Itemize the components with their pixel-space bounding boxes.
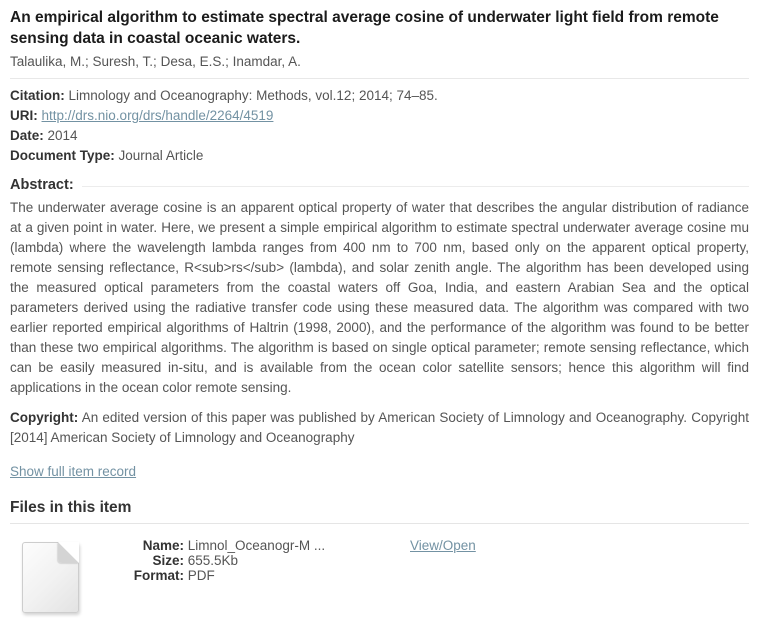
abstract-heading-rule (81, 185, 749, 187)
file-row: Name: Limnol_Oceanogr-M ... Size: 655.5K… (10, 537, 749, 613)
date-row: Date: 2014 (10, 126, 749, 146)
metadata-block: Citation: Limnology and Oceanography: Me… (10, 86, 749, 166)
copyright-label: Copyright: (10, 410, 79, 425)
citation-label: Citation: (10, 88, 65, 103)
show-full-item-record-link[interactable]: Show full item record (10, 464, 137, 479)
view-open-link[interactable]: View/Open (410, 538, 476, 553)
files-in-this-item-heading: Files in this item (10, 499, 749, 524)
authors-line: Talaulika, M.; Suresh, T.; Desa, E.S.; I… (10, 54, 301, 69)
abstract-text: The underwater average cosine is an appa… (10, 200, 749, 395)
file-name-label: Name: (142, 538, 184, 553)
document-type-label: Document Type: (10, 148, 115, 163)
document-type-row: Document Type: Journal Article (10, 146, 749, 166)
file-meta-block: Name: Limnol_Oceanogr-M ... Size: 655.5K… (130, 537, 396, 583)
divider (10, 78, 749, 79)
uri-row: URI: http://drs.nio.org/drs/handle/2264/… (10, 106, 749, 126)
copyright-text: An edited version of this paper was publ… (10, 410, 749, 445)
abstract-label: Abstract: (10, 177, 74, 193)
document-type-value: Journal Article (118, 148, 204, 163)
uri-link[interactable]: http://drs.nio.org/drs/handle/2264/4519 (41, 108, 274, 123)
file-name-row: Name: Limnol_Oceanogr-M ... (130, 538, 396, 553)
copyright-paragraph: Copyright: An edited version of this pap… (10, 408, 749, 448)
file-size-row: Size: 655.5Kb (130, 553, 396, 568)
uri-label: URI: (10, 108, 38, 123)
date-value: 2014 (47, 128, 78, 143)
file-size-value: 655.5Kb (187, 553, 239, 568)
citation-value: Limnology and Oceanography: Methods, vol… (68, 88, 438, 103)
file-format-row: Format: PDF (130, 568, 396, 583)
file-name-value: Limnol_Oceanogr-M ... (187, 538, 326, 553)
citation-row: Citation: Limnology and Oceanography: Me… (10, 86, 749, 106)
page-title: An empirical algorithm to estimate spect… (10, 9, 719, 47)
abstract-heading: Abstract: (10, 177, 749, 193)
file-icon (22, 542, 79, 613)
file-size-label: Size: (152, 553, 184, 568)
file-format-label: Format: (133, 568, 184, 583)
date-label: Date: (10, 128, 44, 143)
file-format-value: PDF (187, 568, 215, 583)
